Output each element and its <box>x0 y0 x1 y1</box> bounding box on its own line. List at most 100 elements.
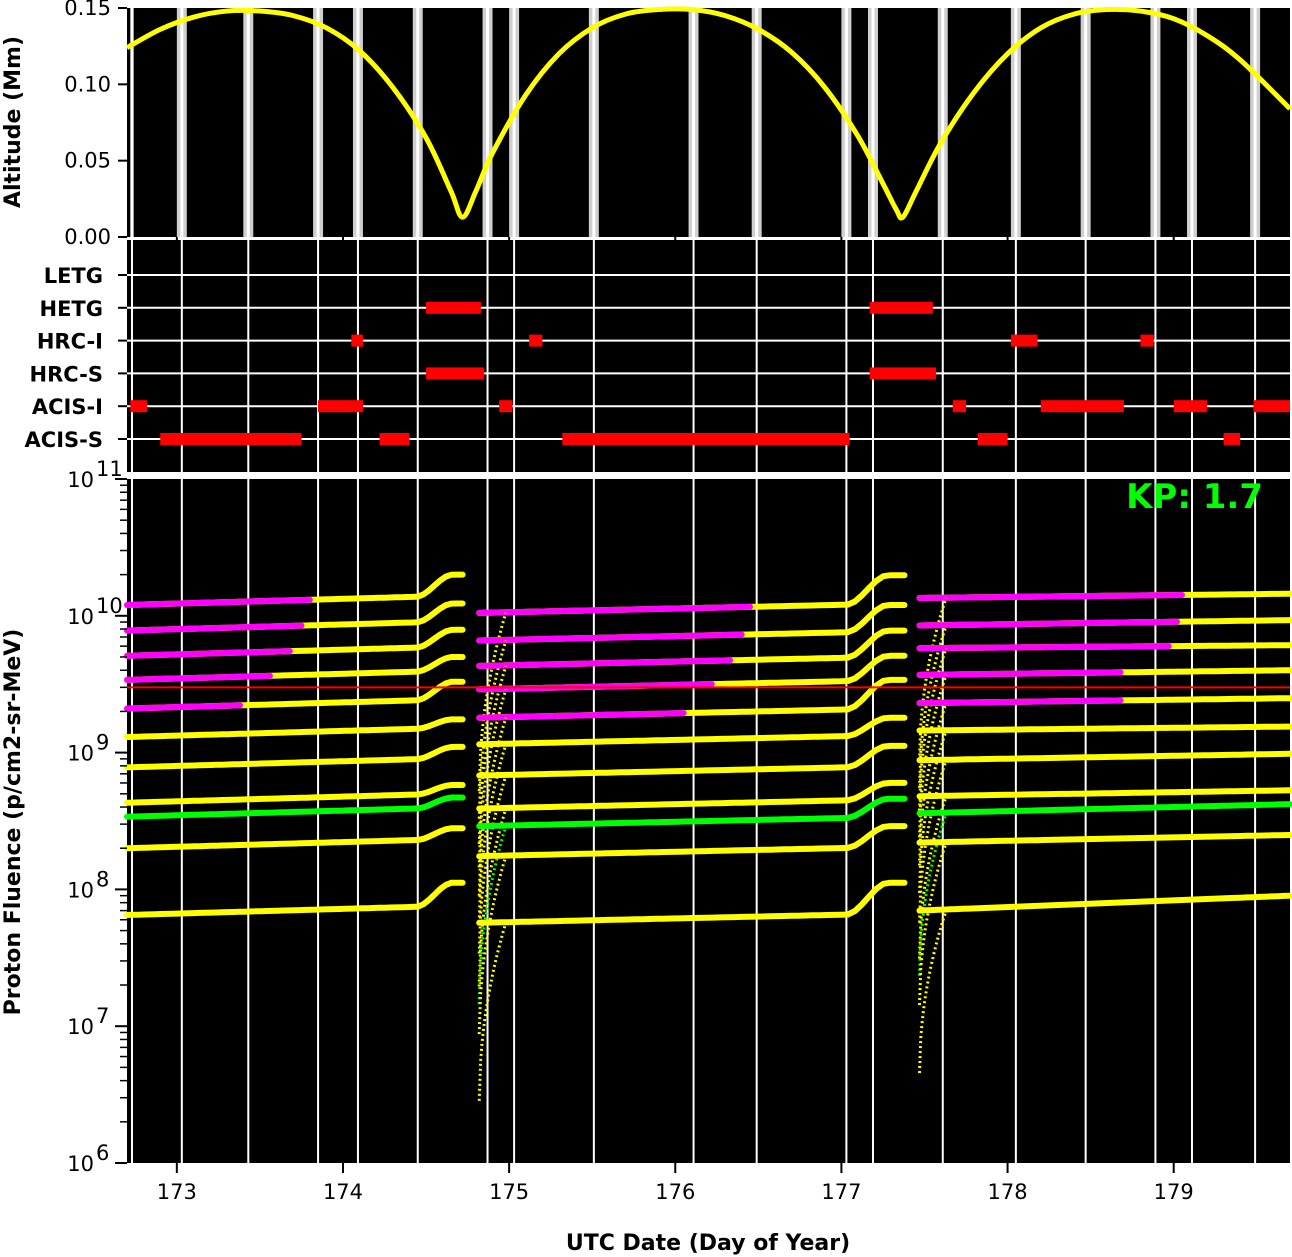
instrument-label: HETG <box>40 297 103 321</box>
shaded-interval-core <box>844 8 848 237</box>
fluence-curve-dip <box>918 910 948 1074</box>
altitude-y-axis-label: Altitude (Mm) <box>1 36 26 208</box>
fluence-curve <box>916 832 1292 846</box>
instrument-label: HRC-S <box>30 362 103 386</box>
fluence-xtick-label: 178 <box>988 1180 1028 1204</box>
instrument-segment <box>351 334 363 347</box>
instrument-segment <box>1223 433 1241 445</box>
shaded-interval-core <box>755 8 759 237</box>
fluence-curve-dip <box>477 825 508 1005</box>
fluence-curve-magenta <box>124 622 305 634</box>
fluence-ytick-label: 10 <box>67 878 94 902</box>
fluence-curve-dip <box>477 855 508 1035</box>
fluence-curve-magenta <box>916 669 1124 678</box>
fluence-ytick-exponent: 10 <box>96 594 123 618</box>
fluence-ytick-exponent: 9 <box>96 731 109 755</box>
fluence-xtick-label: 175 <box>489 1180 529 1204</box>
fluence-curve-dip <box>918 842 948 1006</box>
fluence-curve <box>476 795 908 830</box>
altitude-ytick-label: 0.05 <box>64 149 111 173</box>
fluence-curve <box>476 879 908 926</box>
fluence-curve <box>476 779 908 812</box>
fluence-curve <box>916 787 1292 800</box>
fluence-curve-magenta <box>916 697 1124 707</box>
fluence-curves <box>124 571 1292 1101</box>
instrument-segment <box>318 400 363 413</box>
altitude-ytick-label: 0.15 <box>64 0 111 20</box>
fluence-curve-dip <box>918 759 948 923</box>
instrument-segment <box>1253 400 1290 413</box>
fluence-ytick-label: 10 <box>67 742 94 766</box>
fluence-curve-dip <box>477 640 508 819</box>
fluence-curve-magenta <box>476 603 753 616</box>
fluence-curve-dip <box>477 922 508 1101</box>
fluence-curve-dip <box>477 808 508 987</box>
x-axis-label: UTC Date (Day of Year) <box>566 1231 850 1256</box>
instrument-segment <box>499 400 513 413</box>
instrument-segment <box>1140 334 1154 347</box>
shaded-interval-core <box>316 8 320 237</box>
instrument-segment <box>562 433 850 445</box>
fluence-curve-magenta <box>124 702 243 712</box>
shaded-interval-core <box>1190 8 1194 237</box>
fluence-curve <box>476 823 908 860</box>
fluence-curve-dip <box>918 674 948 838</box>
instrument-label: ACIS-S <box>25 428 103 452</box>
instrument-label: HRC-I <box>37 330 103 354</box>
fluence-curve-magenta <box>124 672 273 683</box>
shaded-interval-core <box>1253 8 1257 237</box>
shaded-interval-core <box>871 8 875 237</box>
fluence-curve <box>124 794 466 820</box>
altitude-y-ticks: 0.00 0.05 0.10 0.15 <box>64 0 127 249</box>
shaded-interval-core <box>1014 8 1018 237</box>
fluence-curve <box>916 892 1292 914</box>
instrument-label: ACIS-I <box>32 395 103 419</box>
fluence-curve <box>476 742 908 779</box>
fluence-ytick-label: 10 <box>67 468 94 492</box>
altitude-panel: 0.00 0.05 0.10 0.15 Altitude (Mm) <box>1 0 1292 249</box>
fluence-curve <box>916 801 1292 817</box>
instrument-segment <box>426 367 485 380</box>
fluence-curve <box>124 825 466 852</box>
altitude-curve <box>125 6 1292 221</box>
fluence-curve-magenta <box>916 592 1185 601</box>
fluence-ytick-exponent: 8 <box>96 867 109 891</box>
instrument-segment <box>160 433 302 445</box>
fluence-xtick-label: 179 <box>1154 1180 1194 1204</box>
shaded-interval-core <box>941 8 945 237</box>
fluence-curve-dip <box>918 647 948 811</box>
fluence-curve-dip <box>477 717 508 896</box>
instrument-panel: LETG HETG HRC-I HRC-S ACIS-I ACIS-S <box>25 240 1290 472</box>
instrument-segment <box>1173 400 1207 413</box>
altitude-ytick-label: 0.00 <box>64 225 111 249</box>
fluence-x-ticks: 173 174 175 176 177 178 179 <box>157 1163 1194 1204</box>
instrument-segment <box>379 433 410 445</box>
instrument-segment <box>952 400 967 413</box>
fluence-ytick-label: 10 <box>67 1015 94 1039</box>
fluence-curve <box>916 723 1292 734</box>
instrument-segment <box>529 334 543 347</box>
instrument-segments <box>130 301 1290 445</box>
shaded-interval-core <box>1084 8 1088 237</box>
altitude-plot-area <box>127 8 1290 237</box>
instrument-segment <box>130 400 147 413</box>
fluence-curve-magenta <box>124 596 313 608</box>
fluence-ytick-label: 10 <box>67 1152 94 1176</box>
fluence-curve-magenta <box>476 631 745 644</box>
instrument-grid-lines <box>130 240 1257 472</box>
shaded-interval-core <box>356 8 360 237</box>
fluence-curve <box>124 879 466 918</box>
fluence-curve-dip <box>918 730 948 893</box>
fluence-curve <box>124 716 466 740</box>
fluence-curve <box>476 714 908 748</box>
altitude-shaded-intervals <box>130 8 1261 237</box>
instrument-segment <box>869 367 937 380</box>
fluence-y-axis-label: Proton Fluence (p/cm2-sr-MeV) <box>1 629 26 1016</box>
fluence-ytick-exponent: 6 <box>96 1141 109 1165</box>
fluence-curve-magenta <box>916 618 1180 629</box>
shaded-interval-core <box>486 8 490 237</box>
fluence-curve-magenta <box>916 643 1172 652</box>
